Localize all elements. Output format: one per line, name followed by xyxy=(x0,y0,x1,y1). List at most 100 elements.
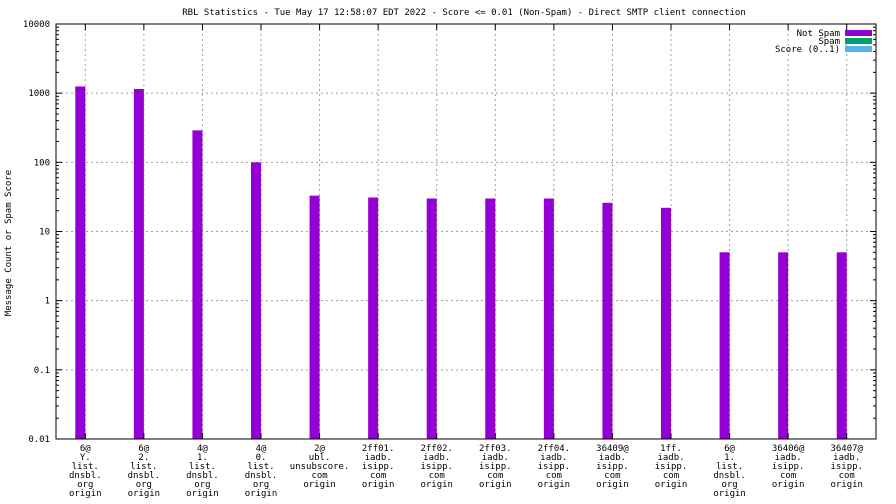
x-tick-label: isipp. xyxy=(596,462,629,472)
x-tick-label: org xyxy=(253,480,269,490)
bar-not-spam xyxy=(426,198,437,439)
bar-not-spam xyxy=(251,162,261,440)
y-tick-label: 1000 xyxy=(28,89,50,99)
x-tick-label: 2ff01. xyxy=(362,444,395,454)
legend-label: Score (0..1) xyxy=(775,45,840,55)
x-tick-label: com xyxy=(311,471,327,481)
x-tick-label: dnsbl. xyxy=(128,471,161,481)
x-tick-label: isipp. xyxy=(362,462,395,472)
x-tick-label: 4@ xyxy=(197,444,208,454)
x-tick-label: dnsbl. xyxy=(69,471,102,481)
x-tick-label: com xyxy=(429,471,445,481)
x-tick-label: 1. xyxy=(724,453,735,463)
x-tick-label: origin xyxy=(772,480,805,490)
x-tick-label: com xyxy=(663,471,679,481)
x-tick-label: 2ff04. xyxy=(538,444,571,454)
x-tick-label: iadb. xyxy=(833,453,860,463)
x-tick-label: dnsbl. xyxy=(186,471,219,481)
x-tick-label: com xyxy=(546,471,562,481)
x-tick-label: org xyxy=(77,480,93,490)
axis-ticks: 1000010001001010.10.016@Y.list.dnsbl.org… xyxy=(23,20,876,499)
y-tick-label: 0.1 xyxy=(34,366,50,376)
x-tick-label: 6@ xyxy=(80,444,91,454)
legend-label: Spam xyxy=(818,37,840,47)
x-tick-label: origin xyxy=(128,489,161,499)
bar-not-spam xyxy=(661,207,671,439)
x-tick-label: 2ff02. xyxy=(420,444,453,454)
x-tick-label: 6@ xyxy=(138,444,149,454)
x-tick-label: com xyxy=(604,471,620,481)
x-tick-label: list. xyxy=(130,462,157,472)
x-tick-label: dnsbl. xyxy=(245,471,278,481)
bar-not-spam xyxy=(485,198,496,439)
x-tick-label: com xyxy=(487,471,503,481)
x-tick-label: 2. xyxy=(138,453,149,463)
y-tick-label: 100 xyxy=(34,158,50,168)
x-tick-label: origin xyxy=(69,489,102,499)
bar-not-spam xyxy=(719,252,730,439)
x-tick-label: iadb. xyxy=(482,453,509,463)
x-tick-label: 2ff03. xyxy=(479,444,512,454)
x-tick-label: iadb. xyxy=(599,453,626,463)
x-tick-label: origin xyxy=(420,480,453,490)
x-tick-label: origin xyxy=(362,480,395,490)
x-tick-label: isipp. xyxy=(772,462,805,472)
x-tick-label: 1ff. xyxy=(660,444,682,454)
y-axis-label: Message Count or Spam Score xyxy=(4,170,14,316)
x-tick-label: unsubscore. xyxy=(290,462,350,472)
x-tick-label: iadb. xyxy=(657,453,684,463)
legend-label: Not Spam xyxy=(797,29,840,39)
x-tick-label: list. xyxy=(189,462,216,472)
x-tick-label: iadb. xyxy=(423,453,450,463)
x-tick-label: origin xyxy=(538,480,571,490)
x-tick-label: ubl. xyxy=(309,453,331,463)
y-tick-label: 0.01 xyxy=(28,435,50,445)
x-tick-label: org xyxy=(136,480,152,490)
x-tick-label: origin xyxy=(830,480,863,490)
x-tick-label: com xyxy=(839,471,855,481)
x-tick-label: org xyxy=(721,480,737,490)
x-tick-label: iadb. xyxy=(775,453,802,463)
x-tick-label: isipp. xyxy=(830,462,863,472)
x-tick-label: 36406@ xyxy=(772,444,805,454)
x-tick-label: com xyxy=(370,471,386,481)
bars xyxy=(75,86,847,440)
x-tick-label: origin xyxy=(655,480,688,490)
x-tick-label: 2@ xyxy=(314,444,325,454)
x-tick-label: isipp. xyxy=(420,462,453,472)
bar-not-spam xyxy=(543,198,554,439)
x-tick-label: list. xyxy=(72,462,99,472)
x-tick-label: iadb. xyxy=(540,453,567,463)
x-tick-label: 0. xyxy=(256,453,267,463)
bar-not-spam xyxy=(309,195,320,439)
x-tick-label: origin xyxy=(596,480,629,490)
x-tick-label: 4@ xyxy=(256,444,267,454)
x-tick-label: isipp. xyxy=(538,462,571,472)
legend-swatch xyxy=(845,38,872,44)
legend-swatch xyxy=(845,46,872,52)
x-tick-label: iadb. xyxy=(365,453,392,463)
x-tick-label: origin xyxy=(245,489,278,499)
x-tick-label: origin xyxy=(186,489,219,499)
x-tick-label: com xyxy=(780,471,796,481)
x-tick-label: origin xyxy=(713,489,746,499)
x-tick-label: org xyxy=(194,480,210,490)
x-tick-label: isipp. xyxy=(479,462,512,472)
x-tick-label: 36407@ xyxy=(830,444,863,454)
y-tick-label: 10000 xyxy=(23,20,50,30)
grid-lines xyxy=(56,24,876,439)
x-tick-label: 1. xyxy=(197,453,208,463)
bar-not-spam xyxy=(192,130,203,439)
x-tick-label: list. xyxy=(247,462,274,472)
x-tick-label: 6@ xyxy=(724,444,735,454)
x-tick-label: 36409@ xyxy=(596,444,629,454)
y-tick-label: 1 xyxy=(45,297,50,307)
legend-swatch xyxy=(845,30,872,36)
bar-not-spam xyxy=(133,88,144,440)
x-tick-label: origin xyxy=(479,480,512,490)
bar-not-spam xyxy=(778,252,789,439)
bar-not-spam xyxy=(368,197,379,439)
x-tick-label: Y. xyxy=(80,453,91,463)
